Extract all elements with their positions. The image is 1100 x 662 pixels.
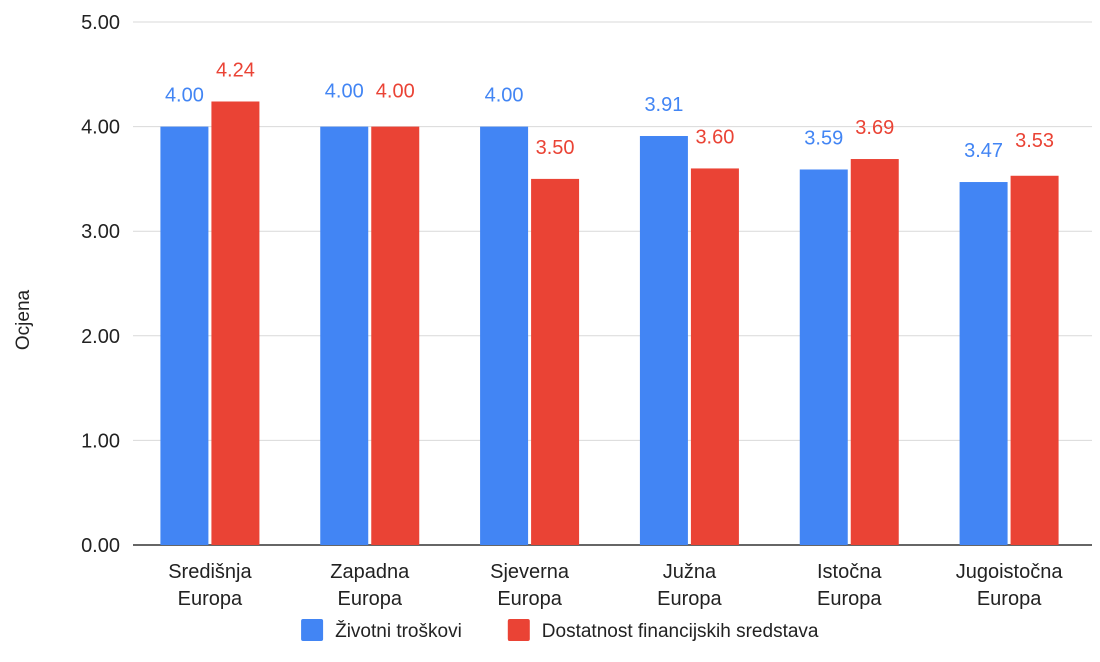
y-tick-label: 4.00 <box>81 117 120 139</box>
bar-dostatnost-1 <box>371 126 420 545</box>
x-axis-labels: Središnja Europa Zapadna Europa Sjeverna Euro… <box>168 561 1063 610</box>
y-tick-label: 0.00 <box>81 535 120 557</box>
legend-swatch-dostatnost <box>507 619 530 641</box>
x-category-label: Europa <box>657 588 722 610</box>
bars <box>160 101 1059 545</box>
x-category-label: Južna <box>663 561 717 583</box>
bar-zivotni-troskovi-0 <box>160 126 209 545</box>
data-label-dostatnost-5: 3.53 <box>1015 130 1054 152</box>
data-label-zivotni-troskovi-4: 3.59 <box>804 127 843 149</box>
data-label-dostatnost-2: 3.50 <box>536 137 575 159</box>
data-label-zivotni-troskovi-2: 4.00 <box>485 85 524 107</box>
y-tick-label: 5.00 <box>81 12 120 34</box>
bar-dostatnost-0 <box>211 101 260 545</box>
legend: Životni troškovi Dostatnost financijskih … <box>301 619 819 642</box>
y-tick-label: 3.00 <box>81 221 120 243</box>
y-axis-title: Ocjena <box>13 289 34 350</box>
bar-zivotni-troskovi-2 <box>480 126 529 545</box>
data-labels: 4.00 4.24 4.00 4.00 4.00 3.50 3.91 3.60 3.59 3.69… <box>165 59 1054 162</box>
gridlines <box>133 21 1092 546</box>
bar-dostatnost-4 <box>850 159 899 545</box>
x-category-label: Europa <box>178 588 243 610</box>
x-category-label: Europa <box>817 588 882 610</box>
data-label-zivotni-troskovi-5: 3.47 <box>964 140 1003 162</box>
bar-zivotni-troskovi-4 <box>799 169 848 545</box>
bar-dostatnost-3 <box>690 168 739 545</box>
legend-swatch-zivotni-troskovi <box>301 619 324 641</box>
y-axis-ticks: 0.00 1.00 2.00 3.00 4.00 5.00 <box>81 12 120 557</box>
x-category-label: Jugoistočna <box>956 561 1064 583</box>
data-label-dostatnost-0: 4.24 <box>216 59 255 81</box>
legend-label-dostatnost: Dostatnost financijskih sredstava <box>542 621 819 642</box>
x-category-label: Istočna <box>817 561 882 583</box>
x-category-label: Europa <box>497 588 562 610</box>
data-label-dostatnost-1: 4.00 <box>376 81 415 103</box>
x-category-label: Zapadna <box>330 561 410 583</box>
legend-label-zivotni-troskovi: Životni troškovi <box>335 620 462 642</box>
data-label-dostatnost-4: 3.69 <box>855 117 894 139</box>
bar-zivotni-troskovi-1 <box>320 126 369 545</box>
data-label-dostatnost-3: 3.60 <box>695 126 734 148</box>
y-tick-label: 1.00 <box>81 430 120 452</box>
x-category-label: Sjeverna <box>490 561 570 583</box>
bar-zivotni-troskovi-3 <box>639 136 688 545</box>
x-category-label: Središnja <box>168 561 252 583</box>
bar-dostatnost-5 <box>1010 175 1059 545</box>
bar-zivotni-troskovi-5 <box>959 182 1008 545</box>
data-label-zivotni-troskovi-0: 4.00 <box>165 85 204 107</box>
bar-dostatnost-2 <box>531 178 580 545</box>
x-category-label: Europa <box>977 588 1042 610</box>
data-label-zivotni-troskovi-3: 3.91 <box>644 94 683 116</box>
y-tick-label: 2.00 <box>81 326 120 348</box>
data-label-zivotni-troskovi-1: 4.00 <box>325 81 364 103</box>
x-category-label: Europa <box>338 588 403 610</box>
